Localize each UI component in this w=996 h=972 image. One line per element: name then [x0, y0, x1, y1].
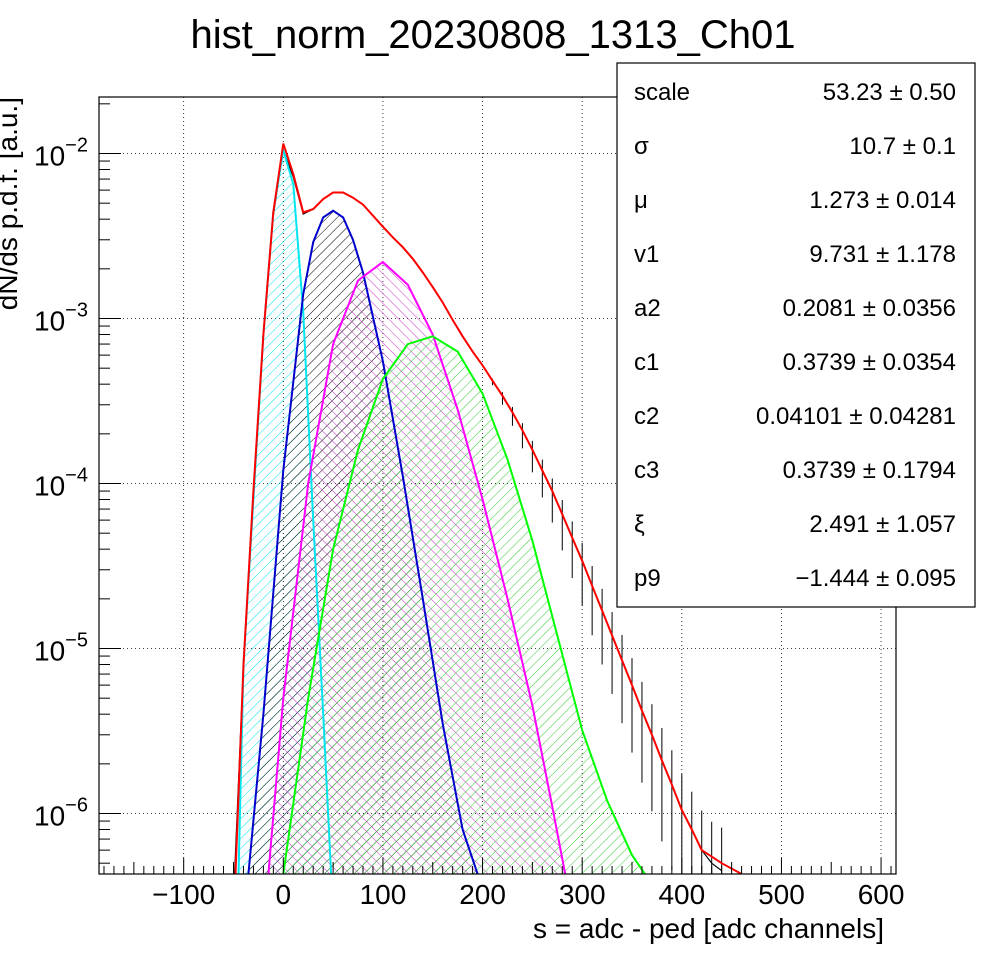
stat-name: p9 — [634, 565, 661, 592]
x-tick-label: 600 — [858, 879, 905, 910]
stat-name: a2 — [634, 295, 661, 322]
x-axis: −100 0 100 200 300 400 500 600 — [103, 858, 905, 910]
x-tick-label: 100 — [360, 879, 407, 910]
stat-name: μ — [634, 187, 648, 214]
x-tick-label: −100 — [152, 879, 215, 910]
stat-name: v1 — [634, 241, 659, 268]
x-tick-label: 500 — [758, 879, 805, 910]
fit-curves — [234, 143, 743, 874]
stat-name: scale — [634, 79, 690, 106]
chart-title: hist_norm_20230808_1313_Ch01 — [191, 13, 796, 57]
stat-name: ξ — [634, 511, 645, 538]
x-tick-label: 400 — [658, 879, 705, 910]
component-3pe-curve — [282, 335, 646, 874]
x-tick-label: 0 — [276, 879, 292, 910]
stat-value: 0.04101 ± 0.04281 — [756, 403, 956, 430]
stats-box: scale 53.23 ± 0.50 σ 10.7 ± 0.1 μ 1.273 ± 0.0… — [616, 62, 976, 608]
stats-box-frame — [616, 62, 976, 608]
stat-value: 10.7 ± 0.1 — [849, 133, 956, 160]
stat-value: 53.23 ± 0.50 — [823, 79, 956, 106]
stat-value: 2.491 ± 1.057 — [809, 511, 956, 538]
x-axis-title: s = adc - ped [adc channels] — [533, 913, 884, 944]
stat-value: 0.2081 ± 0.0356 — [783, 295, 956, 322]
y-axis-title: dN/ds p.d.f. [a.u.] — [0, 97, 23, 310]
stat-value: 0.3739 ± 0.1794 — [783, 457, 956, 484]
y-axis: 10−2 10−3 10−4 10−5 10−6 — [34, 103, 121, 864]
stat-value: 0.3739 ± 0.0354 — [783, 349, 956, 376]
component-3pe-fill — [283, 336, 645, 874]
y-tick-label: 10−5 — [34, 630, 88, 667]
stat-name: c3 — [634, 457, 659, 484]
stats-rows: scale 53.23 ± 0.50 σ 10.7 ± 0.1 μ 1.273 ± 0.0… — [634, 79, 956, 592]
stat-name: σ — [634, 133, 649, 160]
total-fit-curve — [234, 143, 743, 874]
stat-value: 9.731 ± 1.178 — [809, 241, 956, 268]
x-tick-label: 300 — [559, 879, 606, 910]
stat-name: c1 — [634, 349, 659, 376]
stat-value: 1.273 ± 0.014 — [809, 187, 956, 214]
component-2pe-curve — [267, 260, 567, 874]
y-tick-label: 10−3 — [34, 300, 88, 337]
x-tick-label: 200 — [459, 879, 506, 910]
stat-name: c2 — [634, 403, 659, 430]
y-tick-label: 10−2 — [34, 135, 88, 172]
y-tick-label: 10−6 — [34, 795, 88, 832]
component-1pe-curve — [247, 209, 479, 874]
y-tick-label: 10−4 — [34, 465, 88, 502]
stat-value: −1.444 ± 0.095 — [795, 565, 956, 592]
